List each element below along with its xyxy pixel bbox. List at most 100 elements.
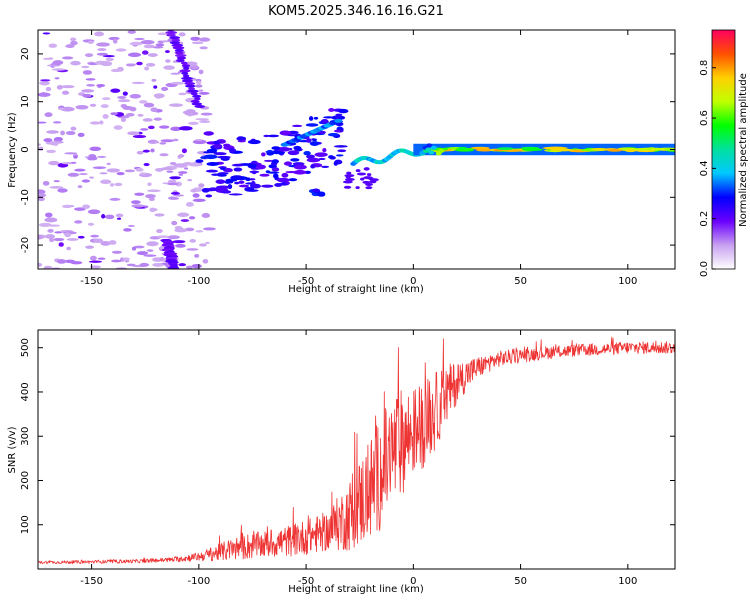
spectrogram-noise-cell [75, 104, 89, 110]
spectrogram-arc-cell [261, 152, 266, 157]
spectrogram-noise-cell [39, 222, 52, 227]
y-tick-label: 300 [20, 427, 31, 446]
spectrogram-streak-cell [165, 31, 178, 35]
spectrogram-noise-cell [140, 39, 155, 45]
spectrogram-noise-cell [161, 86, 169, 91]
spectrogram-noise-cell [52, 60, 64, 66]
spectrogram-noise-cell [195, 84, 203, 88]
spectrogram-noise-cell [171, 220, 178, 226]
spectrogram-noise-cell [199, 46, 208, 50]
colorbar: 0.0 0.2 0.4 0.6 0.8 Normalized spectral ampl… [699, 29, 749, 277]
spectrogram-noise-cell [148, 125, 155, 130]
spectrogram-noise-cell [70, 126, 77, 131]
spectrogram-noise-cell [111, 250, 122, 254]
spectrogram-noise-cell [175, 181, 182, 187]
spectrogram-noise-cell [70, 37, 77, 42]
spectrogram-noise-cell [144, 205, 149, 208]
spectrogram-noise-cell [173, 163, 187, 167]
spectrogram-arc-cell [205, 169, 219, 173]
spectrogram-noise-cell [74, 207, 86, 211]
spectrogram-arc-cell [337, 149, 347, 153]
spectrogram-streak-cell [169, 36, 181, 40]
spectrogram-noise-cell [38, 143, 41, 146]
colorbar-tick-label: 0.8 [699, 60, 710, 76]
spectrogram-noise-cell [57, 107, 66, 111]
spectrogram-noise-cell [38, 193, 47, 198]
spectrogram-arc-cell [323, 116, 335, 119]
spectrogram-noise-cell [44, 112, 53, 118]
spectrogram-noise-cell [117, 217, 122, 220]
spectrogram-noise-cell [150, 107, 158, 113]
spectrogram-noise-cell [102, 55, 115, 58]
colorbar-tick-label: 0.0 [699, 261, 710, 277]
spectrogram-arc-cell [276, 177, 290, 183]
spectrogram-arc-cell [333, 145, 348, 148]
spectrogram-streak-cell [181, 79, 193, 83]
spectrogram-noise-cell [152, 46, 164, 49]
spectrogram-noise-cell [198, 183, 205, 188]
spectrogram-streak-cell [194, 97, 201, 101]
spectrogram-noise-cell [126, 63, 136, 67]
spectrogram-noise-cell [131, 246, 137, 251]
spectrogram-arc-cell [293, 170, 307, 175]
x-tick-label: -100 [188, 276, 211, 287]
spectrogram-noise-cell [112, 38, 118, 44]
spectrogram-arc-cell [266, 152, 274, 156]
spectrogram-ridge-cell [355, 186, 360, 190]
spectrogram-noise-cell [184, 167, 189, 170]
x-tick-label: -50 [298, 576, 314, 587]
spectrogram-noise-cell [82, 93, 92, 98]
spectrogram-arc-cell [208, 187, 219, 192]
spectrogram-tonal-cell [475, 148, 494, 152]
spectrogram-streak-cell [172, 46, 185, 50]
spectrogram-noise-cell [42, 180, 50, 186]
snr-line [38, 336, 675, 565]
spectrogram-noise-cell [66, 238, 79, 241]
x-tick-label: 50 [514, 576, 527, 587]
spectrogram-noise-cell [86, 84, 96, 87]
spectrogram-noise-cell [116, 171, 125, 176]
spectrogram-noise-cell [89, 146, 102, 152]
spectrogram-noise-cell [187, 113, 194, 117]
spectrogram-noise-cell [155, 43, 165, 47]
spectrogram-noise-cell [77, 185, 83, 189]
spectrogram-noise-cell [136, 150, 144, 155]
colorbar-tick-label: 0.2 [699, 211, 710, 227]
spectrogram-noise-cell [43, 265, 53, 269]
spectrogram-streak-cell [192, 94, 202, 98]
spectrogram-noise-cell [41, 80, 48, 84]
spectrogram-arc-cell [313, 116, 319, 120]
spectrogram-noise-cell [100, 104, 109, 109]
spectrogram-noise-cell [73, 154, 78, 159]
spectrogram-noise-cell [89, 260, 103, 263]
spectrogram-arc-cell [267, 134, 280, 138]
spectrogram-arc-cell [305, 123, 319, 127]
spectrogram-streak-cell [176, 56, 187, 60]
spectrogram-noise-cell [177, 212, 190, 218]
snr-panel: -150 -100 -50 0 50 100 100 200 300 400 500 Height… [7, 329, 676, 595]
spectrogram-streak-cell [183, 66, 190, 70]
spectrogram-noise-cell [46, 130, 59, 134]
spectrogram-noise-cell [170, 72, 181, 75]
spectrogram-arc-cell [318, 157, 326, 161]
spectrogram-arc-cell [271, 151, 286, 155]
spectrogram-noise-cell [81, 65, 90, 69]
spectrogram-arc-cell [286, 134, 298, 137]
x-tick-label: 50 [514, 276, 527, 287]
spectrogram-noise-cell [127, 131, 140, 136]
spectrogram-noise-cell [139, 262, 150, 267]
spectrogram-noise-cell [186, 265, 193, 269]
spectrogram-noise-cell [53, 138, 59, 142]
spectrogram-noise-cell [60, 85, 75, 89]
spectrogram-noise-cell [169, 176, 181, 180]
spectrogram-arc-cell [271, 159, 279, 164]
y-tick-label: 100 [20, 515, 31, 534]
spectrogram-noise-cell [192, 198, 206, 202]
spectrogram-noise-cell [99, 120, 104, 125]
spectrogram-tonal-cell [435, 151, 442, 156]
spectrogram-noise-cell [199, 120, 211, 123]
spectrogram-streak-cell [175, 51, 184, 55]
spectrogram-noise-cell [152, 262, 164, 267]
spectrogram-noise-cell [172, 138, 179, 142]
snr-x-ticks: -150 -100 -50 0 50 100 [80, 330, 637, 587]
